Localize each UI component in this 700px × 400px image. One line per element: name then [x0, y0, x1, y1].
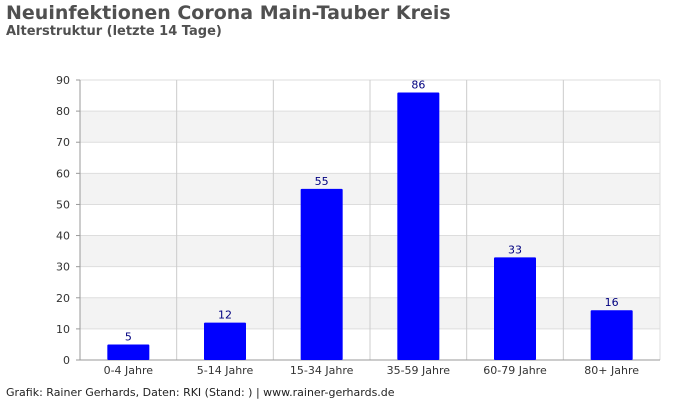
y-tick-label: 30	[56, 261, 70, 274]
bars	[107, 92, 633, 360]
data-label: 12	[218, 309, 232, 322]
x-tick-label: 80+ Jahre	[584, 364, 639, 377]
bar	[397, 92, 440, 360]
x-tick-label: 35-59 Jahre	[387, 364, 451, 377]
bar	[494, 257, 536, 360]
data-labels: 5 12 55 86 33 16	[125, 78, 619, 343]
data-label: 55	[315, 175, 329, 188]
data-label: 33	[508, 243, 522, 256]
x-tick-label: 0-4 Jahre	[104, 364, 154, 377]
bar	[107, 344, 150, 360]
y-tick-label: 60	[56, 167, 70, 180]
y-tick-label: 50	[56, 198, 70, 211]
data-label: 16	[605, 296, 619, 309]
bar	[204, 322, 246, 360]
y-tick-label: 90	[56, 74, 70, 87]
y-tick-label: 80	[56, 105, 70, 118]
data-label: 86	[411, 78, 425, 91]
y-tick-label: 20	[56, 292, 70, 305]
bar	[590, 310, 633, 360]
chart-title: Neuinfektionen Corona Main-Tauber Kreis	[6, 2, 451, 24]
x-tick-label: 15-34 Jahre	[290, 364, 354, 377]
y-tick-label: 10	[56, 323, 70, 336]
y-tick-label: 40	[56, 230, 70, 243]
grid-lines	[80, 79, 661, 361]
x-axis: 0-4 Jahre 5-14 Jahre 15-34 Jahre 35-59 Jahr…	[80, 359, 660, 377]
y-tick-label: 0	[63, 354, 70, 367]
bar	[300, 188, 343, 360]
chart-subtitle: Alterstruktur (letzte 14 Tage)	[6, 24, 222, 39]
x-tick-label: 5-14 Jahre	[197, 364, 254, 377]
footer-credit: Grafik: Rainer Gerhards, Daten: RKI (Sta…	[6, 386, 395, 399]
y-tick-label: 70	[56, 136, 70, 149]
data-label: 5	[125, 330, 132, 343]
x-tick-label: 60-79 Jahre	[483, 364, 547, 377]
y-axis: 0 10 20 30 40 50 60 70 80 90	[56, 74, 81, 367]
